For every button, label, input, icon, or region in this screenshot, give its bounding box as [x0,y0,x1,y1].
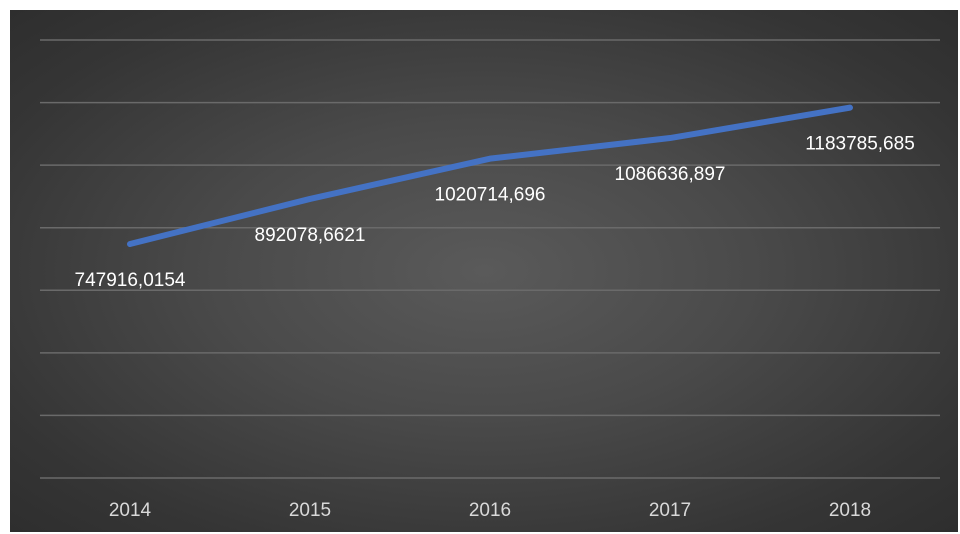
x-tick-label: 2017 [649,500,691,521]
x-tick-label: 2014 [109,500,152,521]
data-label: 747916,0154 [75,270,186,291]
chart-area [10,10,958,532]
data-label: 1183785,685 [805,134,915,155]
gridlines [40,39,940,479]
data-label: 892078,6621 [255,225,366,246]
data-labels: 747916,0154 892078,6621 1020714,696 1086636… [75,134,915,291]
x-tick-label: 2015 [289,500,331,521]
series-line [127,104,853,248]
x-tick-label: 2016 [469,500,511,521]
data-label: 1086636,897 [615,164,726,185]
data-label: 1020714,696 [435,185,546,206]
x-axis: 2014 2015 2016 2017 2018 [109,500,871,521]
x-tick-label: 2018 [829,500,871,521]
series-line-layer [127,104,853,248]
